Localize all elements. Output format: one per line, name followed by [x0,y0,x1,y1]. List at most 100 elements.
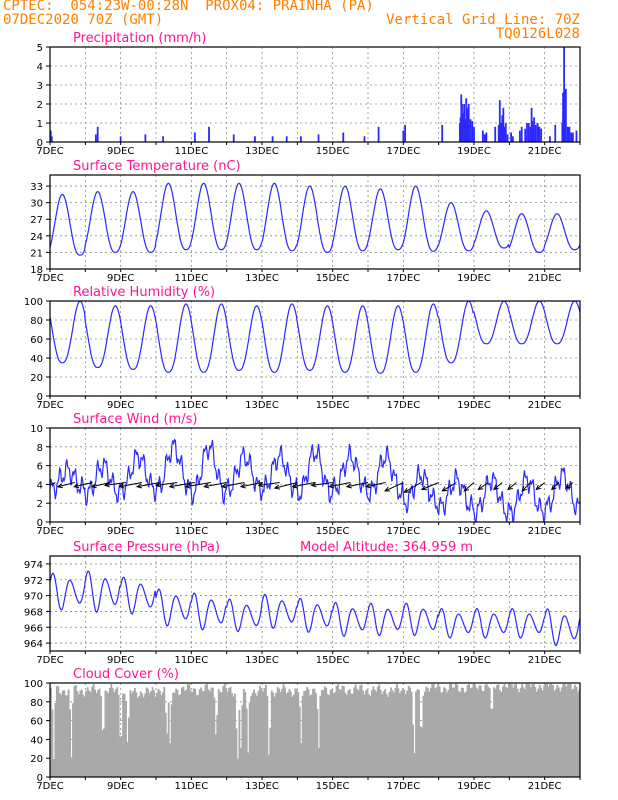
panel-precipitation: 0 1 2 3 4 5 7DEC 9DEC 11DEC 13DEC 15DEC 17DEC 19DEC 2… [36,31,581,157]
precip-bar [540,128,543,142]
cloud-bar [206,683,208,777]
cloud-bar [242,688,245,777]
cloud-bar [241,705,244,777]
cloud-bar [398,693,401,777]
panel-cloud: 0 20 40 60 80 100 7DEC 9DEC 11DEC 13DEC 15DEC 17DEC… [24,667,581,792]
cloud-bar [125,701,127,777]
panel-title: Precipitation (mm/h) [73,31,206,46]
cloud-bar [360,684,363,777]
precip-bar [96,126,99,142]
cloud-bar [301,695,304,777]
cloud-bar [67,689,70,777]
wind-arrow-shaft [329,482,351,488]
y-tick-label: 972 [24,576,43,587]
cloud-bar [426,688,429,777]
cloud-bar [448,683,451,777]
y-tick-label: 20 [30,373,43,384]
cloud-bar [153,690,155,777]
cloud-bar [50,687,52,777]
x-tick-label: 7DEC [36,526,63,537]
cloud-bar [391,690,394,777]
x-tick-label: 7DEC [36,400,63,411]
cloud-bar [88,690,91,777]
cloud-bar [200,687,203,777]
cloud-bar [100,695,102,777]
cloud-bar [229,687,232,777]
y-tick-label: 966 [24,623,43,634]
cloud-bar [167,702,170,777]
cloud-bar [510,684,513,777]
precip-bar [271,136,274,142]
precip-bar [534,124,537,142]
cloud-bar [173,692,176,777]
cloud-bar [248,702,251,777]
pressure-data [50,570,580,647]
cloud-bar [264,684,267,777]
cloud-bar [198,689,201,777]
wind-arrow-shaft [119,482,142,488]
x-tick-label: 13DEC [245,146,279,157]
cloud-bar [456,684,459,777]
cloud-bar [365,690,367,777]
cloud-bar [541,690,544,777]
cloud-bar [245,708,248,777]
precip-bar [483,134,486,142]
cloud-bar [113,692,116,777]
cloud-bar [217,688,220,777]
cloud-bar [239,747,242,777]
cloud-bar [440,692,443,777]
cloud-bar [195,694,198,777]
cloud-bar [344,692,347,777]
cloud-bar [472,683,475,777]
cloud-bar [232,696,235,777]
cloud-bar [335,685,338,777]
panel-pressure: 964 966 968 970 972 974 7DEC 9DEC 11DEC 13DEC 15DE… [24,540,581,666]
wind-arrow-shaft [258,482,280,486]
precip-bar [50,136,53,142]
y-tick-label: 18 [30,265,43,276]
x-tick-label: 7DEC [36,655,63,666]
cloud-bar [532,683,535,777]
wind-arrow-head [477,484,484,491]
y-tick-label: 80 [30,316,43,327]
precip-bar [441,124,444,142]
cloud-bar [194,688,197,777]
cloud-data [50,683,580,777]
y-tick-label: 10 [30,424,43,435]
x-tick-label: 17DEC [386,146,420,157]
cloud-bar [370,690,373,777]
y-tick-label: 33 [30,182,43,193]
cloud-bar [216,714,219,777]
cloud-bar [512,687,515,777]
wind-arrow-head [291,483,298,489]
panel-title: Surface Temperature (nC) [73,159,241,174]
wind-arrow-head [135,483,143,489]
cloud-bar [58,692,61,777]
precip-bar [549,136,551,142]
cloud-bar [309,695,311,777]
cloud-bar [487,686,490,777]
wind-arrow-shaft [535,482,545,490]
cloud-bar [394,687,397,777]
cloud-bar [432,683,435,777]
panel-title: Relative Humidity (%) [73,285,215,300]
cloud-bar [350,693,353,777]
panel-title: Surface Pressure (hPa) [73,540,220,555]
cloud-bar [117,694,120,777]
y-tick-label: 974 [24,560,43,571]
panel-frame [49,555,581,652]
precip-bar [566,126,569,142]
cloud-bar [303,691,306,777]
wind-arrow-shaft [565,482,574,489]
precip-bar [511,136,514,142]
cloud-bar [345,694,348,777]
cloud-bar [172,692,175,777]
cloud-bar [83,696,86,777]
cloud-bar [211,687,214,777]
cloud-bar [183,690,186,777]
wind-arrow-head [328,483,335,489]
y-tick-label: 1 [37,119,43,130]
wind-arrow-head [239,483,246,489]
cloud-bar [310,694,313,777]
